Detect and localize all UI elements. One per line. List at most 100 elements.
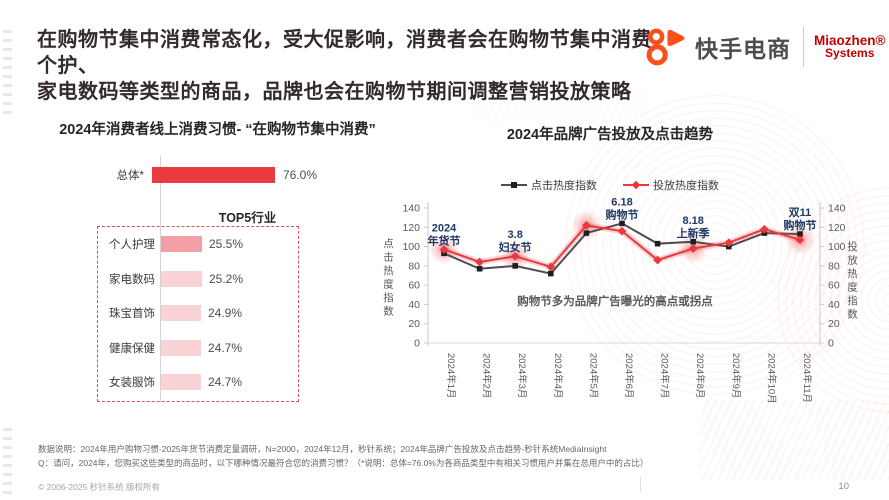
diamond-marker-icon: [688, 244, 698, 253]
square-marker-icon: [690, 238, 696, 245]
edge-dash-decoration-bottom: [3, 428, 12, 496]
logo-divider: [803, 27, 804, 67]
svg-text:100: 100: [828, 241, 846, 253]
line-chart-legend: 点击热度指数 投放热度指数: [430, 177, 790, 193]
right-axis-label: 投放热度指数: [846, 241, 858, 322]
svg-text:0: 0: [828, 338, 834, 350]
industry-value: 25.5%: [209, 237, 244, 251]
industry-bar: [161, 305, 201, 321]
festival-annotation: 双11: [789, 206, 812, 219]
logo-group: 快手电商 Miaozhen® Systems: [644, 24, 886, 70]
overall-bar: [152, 167, 275, 183]
miaozhen-logo-line1: Miaozhen®: [814, 33, 886, 48]
diamond-marker-icon: [795, 235, 805, 245]
svg-text:20: 20: [408, 318, 420, 330]
miaozhen-logo: Miaozhen® Systems: [814, 34, 885, 60]
edge-dash-decoration-top: [3, 30, 12, 115]
footer-copyright: © 2006-2025 秒针系统 版权所有: [38, 482, 160, 492]
square-marker-icon: [512, 263, 518, 269]
industry-bar: [161, 339, 201, 356]
page-title-line2: 家电数码等类型的商品，品牌也会在购物节期间调整营销投放策略: [37, 81, 632, 103]
line-chart-plot: 0 0 20 20 40 40 60 60 80 80 100 100 120 120 140 140 2024…: [402, 196, 846, 404]
festival-annotation: 购物节: [606, 207, 639, 221]
festival-annotation: 妇女节: [498, 240, 532, 254]
hatch-decoration: [470, 88, 650, 124]
overall-label: 总体*: [116, 170, 144, 182]
page-title: 在购物节集中消费常态化，受大促影响，消费者会在购物节集中消费个护、 家电数码等类…: [37, 27, 652, 105]
x-axis-label: 2024年4月: [552, 353, 564, 398]
x-axis-label: 2024年3月: [516, 353, 528, 398]
festival-annotation: 上新季: [677, 226, 711, 240]
svg-text:140: 140: [402, 203, 420, 215]
square-marker-icon: [548, 270, 554, 277]
kuaishou-logo-text: 快手电商: [695, 36, 791, 62]
square-marker-icon: [511, 181, 517, 188]
svg-text:80: 80: [408, 260, 420, 272]
x-axis-label: 2024年11月: [801, 353, 813, 403]
square-marker-icon: [797, 231, 803, 237]
square-marker-icon: [583, 230, 590, 236]
x-axis-label: 2024年10月: [765, 353, 777, 404]
legend-item: 投放热度指数: [623, 177, 719, 193]
line-chart-title: 2024年品牌广告投放及点击趋势: [506, 127, 714, 143]
legend-item: 点击热度指数: [501, 177, 597, 193]
miaozhen-logo-line2: Systems: [825, 46, 875, 60]
industry-label: 家电数码: [109, 273, 155, 286]
festival-annotation: 8.18: [682, 215, 703, 227]
industry-bar: [161, 374, 201, 390]
industry-row: 个人护理 25.5%: [98, 236, 298, 252]
bar-chart-title: 2024年消费者线上消费习惯- “在购物节集中消费”: [59, 122, 376, 138]
festival-annotation: 年货节: [428, 233, 461, 247]
chart-center-note: 购物节多为品牌广告曝光的高点或拐点: [517, 294, 713, 308]
industry-label: 健康保健: [109, 342, 155, 355]
svg-text:20: 20: [828, 318, 840, 330]
page-title-line1: 在购物节集中消费常态化，受大促影响，消费者会在购物节集中消费个护、: [37, 29, 652, 77]
svg-text:80: 80: [828, 260, 840, 272]
festival-annotation: 6.18: [611, 196, 632, 208]
diamond-marker-icon: [546, 262, 556, 272]
svg-text:40: 40: [828, 299, 840, 311]
footnote-question: Q：请问，2024年，您购买这些类型的商品时，以下哪种情况最符合您的消费习惯？（…: [38, 458, 649, 468]
footer-divider: [640, 477, 641, 492]
square-marker-icon: [654, 240, 661, 247]
festival-annotation: 2024: [432, 222, 457, 234]
diamond-marker-icon: [439, 245, 449, 254]
hatch-decoration: [700, 400, 889, 480]
diamond-marker-icon: [510, 251, 520, 261]
industry-value: 24.7%: [208, 375, 243, 389]
x-axis-label: 2024年9月: [730, 353, 742, 398]
x-axis-label: 2024年6月: [623, 353, 635, 398]
industry-bar: [161, 236, 202, 252]
page-number: 10: [838, 481, 849, 492]
industry-value: 25.2%: [209, 271, 244, 286]
x-axis-label: 2024年7月: [659, 353, 671, 398]
industry-row: 女装服饰 24.7%: [98, 374, 298, 390]
x-axis-label: 2024年1月: [445, 353, 457, 398]
svg-text:100: 100: [402, 241, 420, 253]
svg-text:120: 120: [402, 222, 420, 234]
x-axis-label: 2024年2月: [481, 353, 493, 398]
square-marker-icon: [476, 265, 483, 272]
kuaishou-logo-icon: [646, 28, 685, 66]
festival-annotation: 购物节: [784, 218, 817, 232]
x-axis-label: 2024年8月: [694, 353, 706, 398]
svg-text:60: 60: [828, 280, 840, 292]
kuaishou-triangle: [667, 29, 685, 47]
square-marker-icon: [619, 220, 625, 227]
svg-text:120: 120: [828, 222, 846, 234]
industry-value: 24.9%: [208, 306, 243, 320]
left-axis-label: 点击热度指数: [382, 238, 394, 319]
top5-group-title: TOP5行业: [218, 211, 277, 225]
industry-label: 个人护理: [109, 239, 155, 251]
diamond-marker-icon: [617, 226, 627, 236]
svg-text:60: 60: [408, 280, 420, 292]
svg-text:140: 140: [828, 203, 846, 215]
industry-row: 家电数码 25.2%: [98, 270, 298, 287]
x-axis-label: 2024年5月: [587, 353, 599, 398]
industry-value: 24.7%: [208, 340, 243, 355]
industry-row: 珠宝首饰 24.9%: [98, 305, 298, 321]
svg-text:40: 40: [408, 299, 420, 311]
industry-label: 女装服饰: [109, 377, 155, 389]
industry-label: 珠宝首饰: [109, 308, 155, 320]
industry-bar: [161, 270, 202, 287]
